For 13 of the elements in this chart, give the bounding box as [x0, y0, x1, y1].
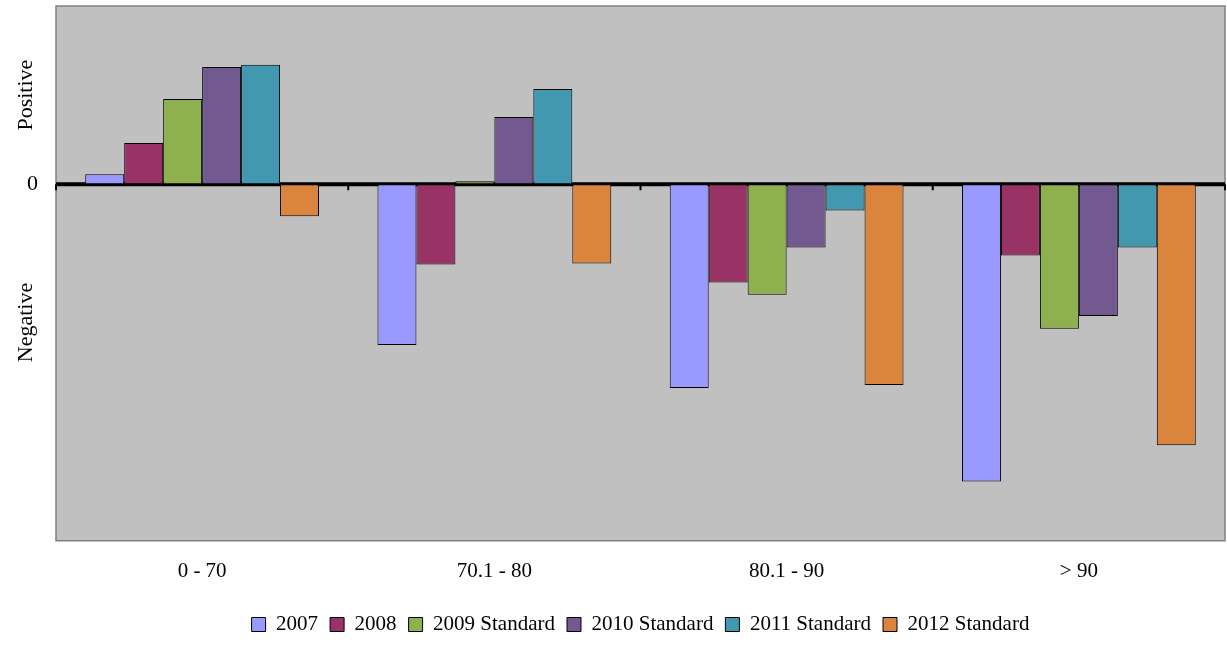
legend-label: 2011 Standard [749, 611, 872, 636]
x-tick-label: 0 - 70 [177, 557, 227, 582]
x-tick-label: > 90 [1059, 557, 1098, 582]
legend-label: 2007 [276, 611, 319, 636]
legend-label: 2012 Standard [907, 611, 1030, 636]
legend-label: 2009 Standard [433, 611, 556, 636]
legend-label: 2008 [354, 611, 397, 636]
text: Positive [11, 59, 37, 131]
x-tick-label: 70.1 - 80 [456, 557, 532, 582]
text: Negative [11, 282, 37, 363]
text: 0 [27, 170, 38, 196]
legend-label: 2010 Standard [591, 611, 714, 636]
x-tick-label: 80.1 - 90 [749, 557, 825, 582]
